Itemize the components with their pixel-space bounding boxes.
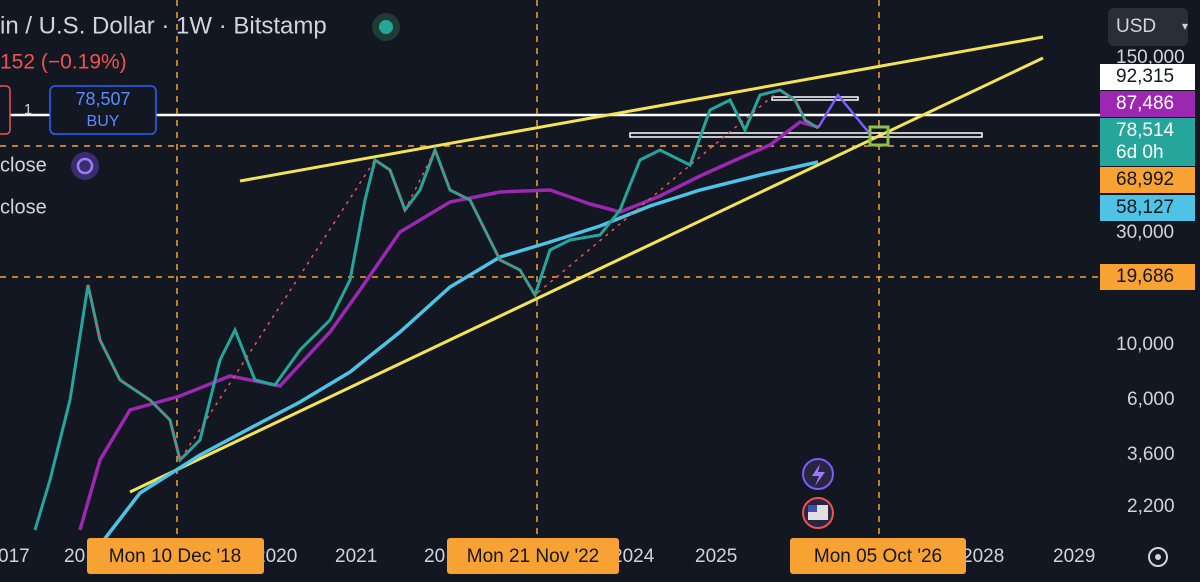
symbol-title: in / U.S. Dollar · 1W · Bitstamp	[0, 12, 327, 39]
settings-glyph	[1155, 554, 1161, 560]
range-boxes	[629, 96, 983, 138]
bolt-glyph	[812, 464, 825, 486]
ma-cyan	[98, 160, 819, 547]
date-tag-label: Mon 21 Nov '22	[467, 546, 599, 567]
price-tag	[1100, 167, 1195, 193]
price-axis-label: 150,000	[1116, 47, 1185, 68]
price-tag-label: 87,486	[1116, 93, 1174, 114]
time-axis-label: 2025	[695, 546, 737, 567]
refresh-glyph	[76, 157, 94, 175]
price-tag-label: 68,992	[1116, 169, 1174, 190]
price-change: 152 (−0.19%)	[0, 51, 127, 74]
price-tag	[1100, 195, 1195, 221]
date-tag	[447, 538, 619, 574]
status-dot	[379, 20, 393, 34]
price-axis-label: 2,200	[1127, 496, 1175, 517]
price-candles-red	[87, 89, 819, 462]
projection	[816, 92, 871, 135]
time-axis-label: 2029	[1053, 546, 1095, 567]
trendlines	[129, 35, 1044, 494]
price-tag	[1100, 91, 1195, 117]
time-axis-label: 20	[64, 546, 85, 567]
time-axis-label: 20	[424, 546, 445, 567]
price-tag	[1100, 118, 1195, 166]
price-tag-label: 78,514	[1116, 120, 1175, 141]
price-tag-countdown: 6d 0h	[1116, 142, 1164, 163]
ma-purple	[78, 120, 819, 531]
flag-canton	[808, 505, 817, 512]
buy-price: 78,507	[75, 89, 130, 109]
price-axis-label: 10,000	[1116, 334, 1174, 355]
time-axis-label: 2021	[335, 546, 377, 567]
price-tag-label: 92,315	[1116, 66, 1174, 87]
settings-icon[interactable]	[1148, 547, 1168, 567]
price-tag-label: 58,127	[1116, 197, 1174, 218]
date-tag	[790, 538, 966, 574]
price-axis-label: 3,600	[1127, 444, 1175, 465]
price-candles	[33, 88, 819, 531]
date-tag-label: Mon 10 Dec '18	[109, 546, 241, 567]
currency: USD	[1116, 16, 1156, 37]
sell-button[interactable]	[0, 85, 11, 135]
time-axis-label: 2028	[962, 546, 1004, 567]
time-axis-label: 2024	[612, 546, 655, 567]
price-axis-label: 30,000	[1116, 222, 1174, 243]
refresh-icon[interactable]	[71, 152, 99, 180]
time-axis-label: 2020	[255, 546, 297, 567]
date-tag-label: Mon 05 Oct '26	[814, 546, 942, 567]
price-tag	[1100, 264, 1195, 290]
indicator-label: close	[0, 154, 47, 176]
time-axis-label: 017	[0, 546, 30, 567]
price-tag-label: 19,686	[1116, 266, 1174, 287]
price-axis-label: 6,000	[1127, 389, 1175, 410]
crosshair-lines	[0, 0, 1100, 545]
target-marker	[868, 125, 890, 147]
buy-label: BUY	[87, 113, 120, 130]
order-quantity: 1	[24, 101, 32, 118]
price-tag	[1100, 64, 1195, 90]
indicator-label: close	[0, 196, 47, 218]
buy-button[interactable]	[49, 85, 157, 135]
dropdown-arrow: ▾	[1182, 19, 1188, 33]
currency-button[interactable]	[1108, 8, 1188, 46]
date-tag	[87, 538, 264, 574]
